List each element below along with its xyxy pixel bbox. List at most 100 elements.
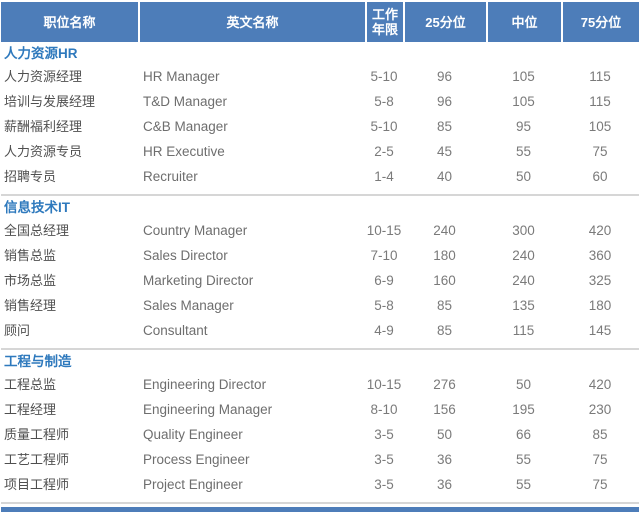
cell-median: 135 <box>512 298 535 313</box>
cell-years: 3-5 <box>374 452 394 467</box>
table-row: 销售总监 Sales Director 7-10 180 240 360 <box>1 243 639 268</box>
table-row: 质量工程师 Quality Engineer 3-5 50 66 85 <box>1 422 639 447</box>
cell-p75: 420 <box>588 223 612 238</box>
cell-position-en: C&B Manager <box>143 119 228 134</box>
cell-p25: 36 <box>436 477 453 492</box>
cell-years: 3-5 <box>374 477 394 492</box>
cell-years: 5-8 <box>374 94 394 109</box>
table-row: 项目工程师 Project Engineer 3-5 36 55 75 <box>1 472 639 497</box>
cell-p75: 75 <box>592 477 608 492</box>
cell-position-cn: 人力资源专员 <box>4 144 83 159</box>
section-rows: 全国总经理 Country Manager 10-15 240 300 420 … <box>1 218 639 343</box>
cell-years: 1-4 <box>374 169 394 184</box>
cell-p25: 85 <box>436 298 453 313</box>
section-title: 人力资源HR <box>4 46 78 61</box>
cell-position-cn: 培训与发展经理 <box>4 94 96 109</box>
cell-p25: 240 <box>433 223 456 238</box>
cell-median: 195 <box>512 402 535 417</box>
table-row: 人力资源经理 HR Manager 5-10 96 105 115 <box>1 64 639 89</box>
cell-position-en: HR Manager <box>143 69 220 84</box>
table-section: 信息技术IT 全国总经理 Country Manager 10-15 240 3… <box>1 196 639 350</box>
column-header-years: 工作年限 <box>365 2 403 42</box>
cell-p25: 50 <box>436 427 453 442</box>
cell-p75: 180 <box>588 298 612 313</box>
cell-years: 5-8 <box>374 298 394 313</box>
cell-median: 55 <box>515 452 532 467</box>
cell-median: 300 <box>512 223 535 238</box>
cell-years: 6-9 <box>374 273 394 288</box>
section-title: 工程与制造 <box>4 354 72 369</box>
cell-p75: 360 <box>588 248 612 263</box>
cell-position-cn: 薪酬福利经理 <box>4 119 83 134</box>
cell-position-cn: 项目工程师 <box>4 477 70 492</box>
table-row: 工程经理 Engineering Manager 8-10 156 195 23… <box>1 397 639 422</box>
cell-years: 5-10 <box>370 119 398 134</box>
table-row: 工艺工程师 Process Engineer 3-5 36 55 75 <box>1 447 639 472</box>
cell-position-cn: 销售总监 <box>4 248 57 263</box>
cell-p75: 115 <box>589 69 611 84</box>
cell-p75: 60 <box>592 169 608 184</box>
cell-p75: 105 <box>588 119 612 134</box>
table-row: 培训与发展经理 T&D Manager 5-8 96 105 115 <box>1 89 639 114</box>
cell-p25: 45 <box>436 144 453 159</box>
cell-p25: 36 <box>436 452 453 467</box>
cell-median: 95 <box>515 119 532 134</box>
cell-position-en: Engineering Manager <box>143 402 273 417</box>
cell-position-en: T&D Manager <box>143 94 228 109</box>
cell-median: 50 <box>515 377 532 392</box>
cell-position-en: HR Executive <box>143 144 225 159</box>
table-row: 薪酬福利经理 C&B Manager 5-10 85 95 105 <box>1 114 639 139</box>
cell-median: 55 <box>515 144 532 159</box>
cell-p25: 96 <box>436 94 453 109</box>
cell-p25: 180 <box>433 248 456 263</box>
cell-position-cn: 全国总经理 <box>4 223 70 238</box>
cell-p25: 96 <box>436 69 453 84</box>
cell-p75: 115 <box>589 94 611 109</box>
section-title: 信息技术IT <box>4 200 70 215</box>
cell-p75: 75 <box>592 144 608 159</box>
cell-p25: 85 <box>436 119 453 134</box>
cell-median: 105 <box>512 69 535 84</box>
table-row: 招聘专员 Recruiter 1-4 40 50 60 <box>1 164 639 189</box>
cell-position-cn: 顾问 <box>4 323 31 338</box>
cell-median: 66 <box>515 427 532 442</box>
cell-p25: 276 <box>433 377 456 392</box>
section-divider <box>1 502 639 504</box>
cell-p25: 40 <box>436 169 453 184</box>
cell-position-en: Project Engineer <box>143 477 243 492</box>
table-row: 市场总监 Marketing Director 6-9 160 240 325 <box>1 268 639 293</box>
table-body: 人力资源HR 人力资源经理 HR Manager 5-10 96 105 115… <box>0 42 640 504</box>
cell-p25: 85 <box>436 323 453 338</box>
table-section: 人力资源HR 人力资源经理 HR Manager 5-10 96 105 115… <box>1 42 639 196</box>
table-row: 顾问 Consultant 4-9 85 115 145 <box>1 318 639 343</box>
cell-median: 50 <box>515 169 532 184</box>
section-divider <box>1 348 639 350</box>
section-rows: 人力资源经理 HR Manager 5-10 96 105 115 培训与发展经… <box>1 64 639 189</box>
cell-position-cn: 质量工程师 <box>4 427 70 442</box>
cell-years: 7-10 <box>370 248 398 263</box>
cell-p75: 145 <box>588 323 612 338</box>
cell-position-en: Sales Director <box>143 248 228 263</box>
table-section: 工程与制造 工程总监 Engineering Director 10-15 27… <box>1 350 639 504</box>
cell-p75: 230 <box>588 402 612 417</box>
cell-years: 10-15 <box>366 223 402 238</box>
cell-position-en: Engineering Director <box>143 377 267 392</box>
cell-median: 55 <box>515 477 532 492</box>
cell-median: 240 <box>512 273 535 288</box>
cell-position-en: Process Engineer <box>143 452 250 467</box>
cell-years: 4-9 <box>374 323 394 338</box>
cell-position-cn: 工程总监 <box>4 377 57 392</box>
cell-years: 10-15 <box>366 377 402 392</box>
cell-position-cn: 工艺工程师 <box>4 452 70 467</box>
table-header-row: 职位名称 英文名称 工作年限 25分位 中位 75分位 <box>1 2 639 42</box>
cell-median: 115 <box>512 323 535 338</box>
cell-position-en: Marketing Director <box>143 273 254 288</box>
cell-median: 240 <box>512 248 535 263</box>
column-header-p25: 25分位 <box>403 2 486 42</box>
cell-years: 5-10 <box>370 69 398 84</box>
cell-position-cn: 市场总监 <box>4 273 57 288</box>
column-header-p75: 75分位 <box>561 2 639 42</box>
cell-p25: 156 <box>433 402 456 417</box>
section-rows: 工程总监 Engineering Director 10-15 276 50 4… <box>1 372 639 497</box>
table-row: 工程总监 Engineering Director 10-15 276 50 4… <box>1 372 639 397</box>
